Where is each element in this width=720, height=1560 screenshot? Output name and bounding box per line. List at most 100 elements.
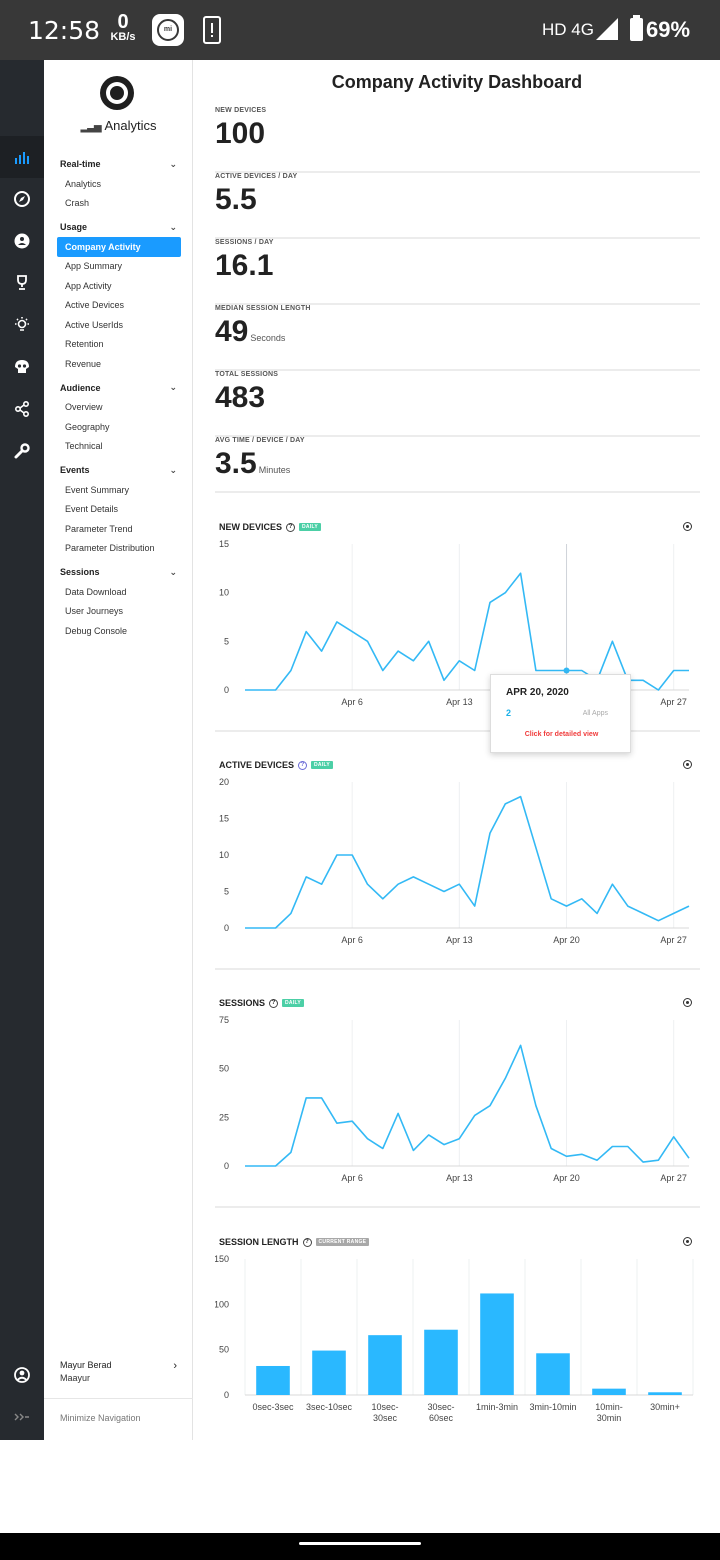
x-tick-label: Apr 27 <box>660 697 687 707</box>
y-tick-label: 0 <box>224 685 229 695</box>
metric-sessions-day: SESSIONS / DAY 16.1 <box>215 239 700 305</box>
nav-section-real-time[interactable]: Real-time ⌄ <box>44 154 193 174</box>
metric-new-devices: NEW DEVICES 100 <box>215 107 700 173</box>
nav-section-audience[interactable]: Audience ⌄ <box>44 378 193 398</box>
sidebar-item-active-devices[interactable]: Active Devices <box>65 300 125 311</box>
metric-label: SESSIONS / DAY <box>215 239 274 246</box>
sessions-chart[interactable]: Apr 6 Apr 13 Apr 20 Apr 27 75 50 25 0 <box>215 1012 700 1202</box>
chevron-down-icon: ⌄ <box>169 382 177 392</box>
period-badge: DAILY <box>282 999 305 1007</box>
group-icon[interactable] <box>0 220 44 262</box>
sidebar-item-app-summary[interactable]: App Summary <box>65 261 123 272</box>
metric-label: AVG TIME / DEVICE / DAY <box>215 437 305 444</box>
chevron-right-icon: › <box>173 1360 177 1372</box>
sidebar-item-revenue[interactable]: Revenue <box>65 358 102 369</box>
bulb-icon[interactable] <box>0 304 44 346</box>
sidebar-item-active-userids[interactable]: Active UserIds <box>65 319 124 330</box>
x-tick-label: 3min-10min <box>529 1402 576 1412</box>
network-type: HD 4G <box>542 20 594 39</box>
chevron-down-icon: ⌄ <box>169 464 177 475</box>
sidebar-item-parameter-distribution[interactable]: Parameter Distribution <box>65 543 155 554</box>
settings-icon[interactable] <box>683 1237 692 1246</box>
x-tick-label: 0sec-3sec <box>252 1402 294 1412</box>
x-tick-label: Apr 27 <box>660 935 687 945</box>
share-icon[interactable] <box>0 388 44 430</box>
account-icon[interactable] <box>0 1354 44 1396</box>
home-handle[interactable] <box>299 1542 421 1545</box>
clock: 12:58 <box>28 16 101 45</box>
nav-section-sessions[interactable]: Sessions ⌄ <box>44 562 193 582</box>
x-tick-label: 1min-3min <box>476 1402 518 1412</box>
compass-icon[interactable] <box>0 178 44 220</box>
metric-label: ACTIVE DEVICES / DAY <box>215 173 298 180</box>
y-tick-label: 5 <box>224 636 229 646</box>
sidebar-item-parameter-trend[interactable]: Parameter Trend <box>65 523 133 534</box>
signal-icon <box>596 18 618 40</box>
sidebar-item-technical[interactable]: Technical <box>65 441 103 452</box>
metric-value: 483 <box>215 381 266 414</box>
bar <box>648 1392 682 1395</box>
tooltip-value: 2 <box>506 708 512 718</box>
chart-card-session-length: SESSION LENGTH ? CURRENT RANGE 150 100 50 0… <box>215 1237 700 1437</box>
wrench-icon[interactable] <box>0 430 44 472</box>
user-menu[interactable]: Mayur Berad Maayur › <box>44 1360 193 1383</box>
sidebar-item-analytics[interactable]: Analytics <box>65 178 102 189</box>
x-tick-label: 3sec-10sec <box>306 1402 353 1412</box>
chart-header: SESSIONS ? DAILY <box>219 998 305 1008</box>
y-tick-label: 0 <box>224 1390 229 1400</box>
nav-section-title: Real-time <box>60 159 101 169</box>
mi-app-icon: mi <box>152 14 184 46</box>
network-speed-unit: KB/s <box>110 31 136 43</box>
session-length-chart[interactable]: 150 100 50 0 0sec-3sec 3sec-10sec 10sec-30sec 3… <box>215 1251 700 1437</box>
help-icon[interactable]: ? <box>298 760 308 770</box>
mi-label: mi <box>157 19 179 41</box>
minimize-navigation[interactable]: Minimize Navigation <box>60 1413 141 1423</box>
nav-section-usage[interactable]: Usage ⌄ <box>44 217 193 237</box>
chevron-down-icon: ⌄ <box>169 221 177 232</box>
chevron-down-icon: ⌄ <box>169 158 177 169</box>
active-devices-chart[interactable]: Apr 6 Apr 13 Apr 20 Apr 27 20 15 10 5 0 <box>215 774 700 964</box>
sidebar-item-user-journeys[interactable]: User Journeys <box>65 606 124 617</box>
settings-icon[interactable] <box>683 522 692 531</box>
sidebar-item-company-activity[interactable]: Company Activity <box>57 237 181 257</box>
tooltip-date: APR 20, 2020 <box>506 687 569 698</box>
x-tick-label: Apr 20 <box>553 935 580 945</box>
sidebar-item-geography[interactable]: Geography <box>65 421 110 432</box>
y-tick-label: 5 <box>224 887 229 897</box>
sidebar-item-event-summary[interactable]: Event Summary <box>65 484 130 495</box>
settings-icon[interactable] <box>683 760 692 769</box>
phone-notification-icon <box>203 16 221 44</box>
sidebar-item-debug-console[interactable]: Debug Console <box>65 625 128 636</box>
trophy-icon[interactable] <box>0 262 44 304</box>
status-bar: 12:58 0 KB/s mi HD 4G 69% <box>0 0 720 60</box>
sidebar-item-data-download[interactable]: Data Download <box>65 586 127 597</box>
main-content: Company Activity Dashboard NEW DEVICES 1… <box>194 60 720 1440</box>
metric-label: TOTAL SESSIONS <box>215 371 279 378</box>
skull-icon[interactable] <box>0 346 44 388</box>
chart-title: SESSIONS <box>219 998 266 1008</box>
sidebar-item-app-activity[interactable]: App Activity <box>65 280 112 291</box>
help-icon[interactable]: ? <box>269 998 279 1008</box>
expand-icon[interactable] <box>0 1396 44 1438</box>
help-icon[interactable]: ? <box>302 1237 312 1247</box>
chart-tooltip[interactable]: APR 20, 2020 2 All Apps Click for detail… <box>490 674 631 753</box>
metric-active-devices: ACTIVE DEVICES / DAY 5.5 <box>215 173 700 239</box>
sidebar-item-event-details[interactable]: Event Details <box>65 504 119 515</box>
nav-section-events[interactable]: Events ⌄ <box>44 460 193 480</box>
sidebar-nav: Real-time ⌄ Analytics Crash Usage ⌄ Company Ac… <box>44 150 193 641</box>
sidebar-item-overview[interactable]: Overview <box>65 402 103 413</box>
y-tick-label: 25 <box>219 1112 229 1122</box>
help-icon[interactable]: ? <box>286 522 296 532</box>
network-speed: 0 KB/s <box>106 12 140 43</box>
y-tick-label: 150 <box>215 1254 229 1264</box>
brand: ▂▃▅ Analytics <box>44 118 193 133</box>
settings-icon[interactable] <box>683 998 692 1007</box>
x-tick-label: Apr 27 <box>660 1173 687 1183</box>
sidebar-item-retention[interactable]: Retention <box>65 339 104 350</box>
bar-chart-icon[interactable] <box>0 136 44 178</box>
sidebar-item-crash[interactable]: Crash <box>65 198 90 209</box>
period-badge: DAILY <box>299 523 322 531</box>
bar <box>536 1353 570 1395</box>
tooltip-detail-link[interactable]: Click for detailed view <box>524 731 599 738</box>
system-nav-bar <box>0 1533 720 1560</box>
